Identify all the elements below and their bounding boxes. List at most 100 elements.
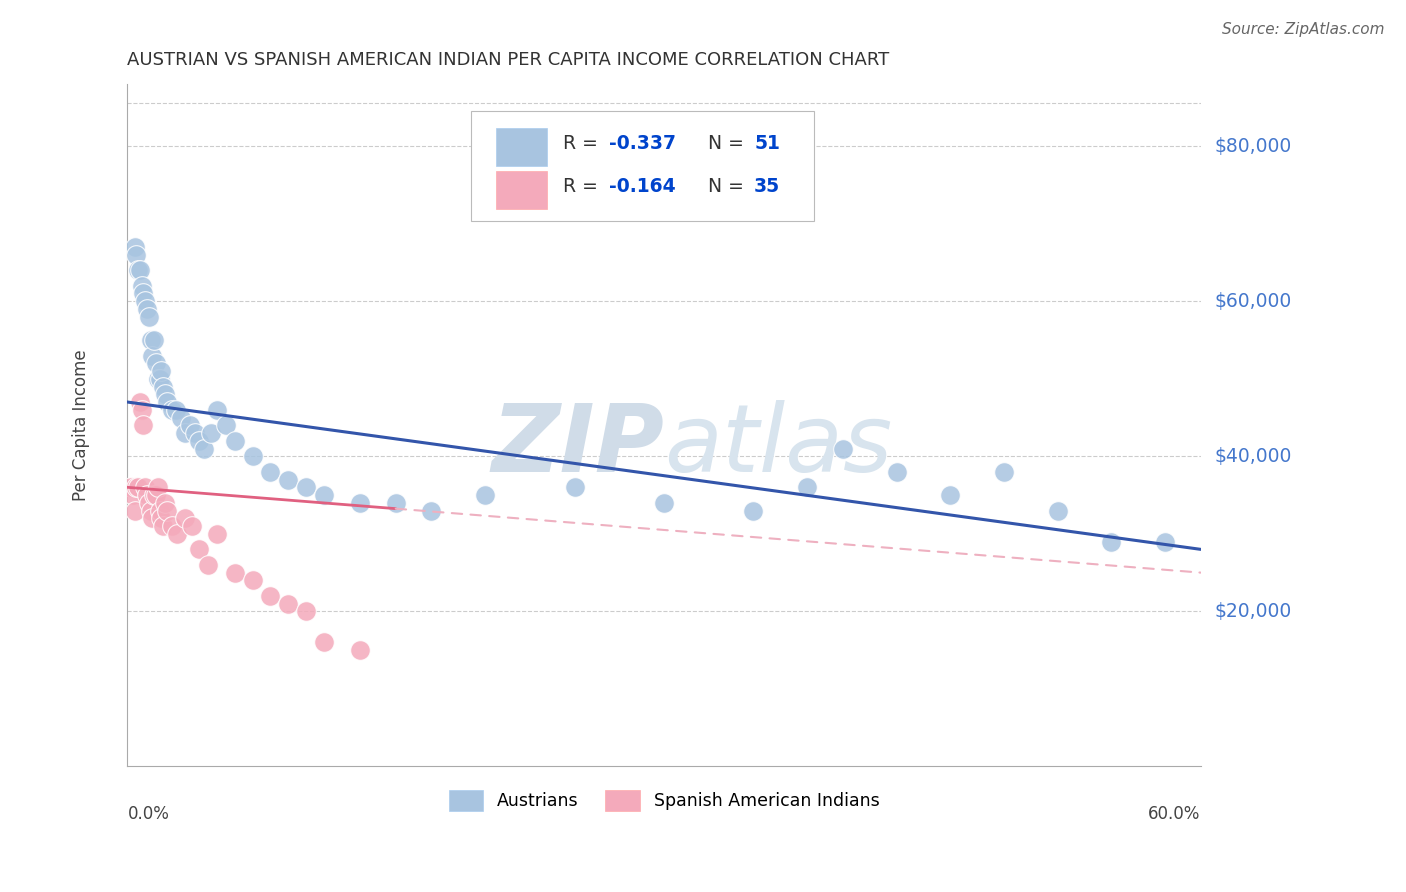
Point [150,364,173,378]
Text: $20,000: $20,000 [1215,602,1292,621]
Point [180,519,202,533]
Point [121,488,143,502]
Point [742,503,765,517]
Point [295,480,318,494]
Point [141,349,163,363]
Text: $40,000: $40,000 [1215,447,1292,466]
Point [277,473,299,487]
Bar [495,128,547,166]
Point [1046,503,1069,517]
Point [153,387,176,401]
Point [193,442,215,456]
Point [146,480,169,494]
Point [152,379,174,393]
Point [125,480,148,494]
Point [1099,534,1122,549]
Point [145,356,167,370]
Point [152,519,174,533]
Point [187,434,209,448]
Point [652,496,675,510]
Point [131,402,153,417]
Text: Source: ZipAtlas.com: Source: ZipAtlas.com [1222,22,1385,37]
Point [127,263,149,277]
Point [993,465,1015,479]
Point [125,248,148,262]
Text: AUSTRIAN VS SPANISH AMERICAN INDIAN PER CAPITA INCOME CORRELATION CHART: AUSTRIAN VS SPANISH AMERICAN INDIAN PER … [128,51,890,69]
Point [173,425,195,440]
Point [242,574,264,588]
Point [259,465,281,479]
Text: 0.0%: 0.0% [128,805,169,823]
Point [156,503,179,517]
Point [141,511,163,525]
Point [156,395,179,409]
Text: R =: R = [564,177,605,196]
Point [138,496,160,510]
Point [420,503,443,517]
Point [224,566,246,580]
Point [124,503,146,517]
Text: 60.0%: 60.0% [1149,805,1201,823]
Point [173,511,195,525]
Point [139,503,162,517]
Point [314,488,336,502]
Point [170,410,193,425]
Point [832,442,855,456]
Point [153,496,176,510]
Point [215,418,238,433]
Point [160,402,183,417]
Point [349,496,371,510]
Text: -0.164: -0.164 [609,177,676,196]
Point [295,604,318,618]
Point [134,294,156,309]
Point [138,310,160,324]
Text: $60,000: $60,000 [1215,292,1292,310]
Point [886,465,908,479]
Point [384,496,406,510]
Point [187,542,209,557]
Point [136,301,159,316]
Point [184,425,207,440]
Point [143,488,166,502]
FancyBboxPatch shape [471,112,814,220]
Point [796,480,818,494]
Point [120,480,142,494]
Point [205,526,228,541]
Text: -0.337: -0.337 [609,134,676,153]
Point [224,434,246,448]
Point [349,643,371,657]
Text: 51: 51 [754,134,780,153]
Point [148,503,170,517]
Point [136,488,159,502]
Point [197,558,219,572]
Point [205,402,228,417]
Text: N =: N = [690,177,749,196]
Point [242,450,264,464]
Point [124,240,146,254]
Point [127,480,149,494]
Point [148,372,170,386]
Point [132,286,155,301]
Text: ZIP: ZIP [491,400,664,491]
Point [564,480,586,494]
Text: Per Capita Income: Per Capita Income [72,350,90,501]
Point [165,402,187,417]
Text: R =: R = [564,134,605,153]
Bar [495,171,547,209]
Point [146,372,169,386]
Point [166,526,188,541]
Point [939,488,962,502]
Point [1154,534,1177,549]
Point [150,511,173,525]
Point [277,597,299,611]
Point [474,488,496,502]
Point [134,480,156,494]
Text: $80,000: $80,000 [1215,136,1292,156]
Point [314,635,336,649]
Point [139,333,162,347]
Point [200,425,222,440]
Point [131,278,153,293]
Point [259,589,281,603]
Point [143,333,166,347]
Legend: Austrians, Spanish American Indians: Austrians, Spanish American Indians [440,781,889,819]
